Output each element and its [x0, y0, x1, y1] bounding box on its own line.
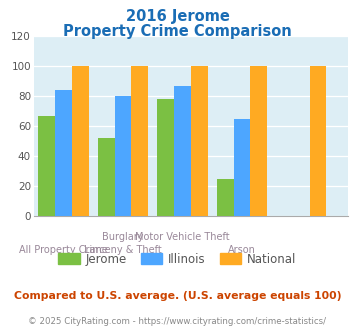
- Bar: [250, 66, 267, 216]
- Bar: [310, 66, 327, 216]
- Bar: [115, 96, 131, 216]
- Bar: [234, 119, 250, 216]
- Text: © 2025 CityRating.com - https://www.cityrating.com/crime-statistics/: © 2025 CityRating.com - https://www.city…: [28, 317, 327, 326]
- Text: 2016 Jerome: 2016 Jerome: [126, 9, 229, 24]
- Text: Motor Vehicle Theft: Motor Vehicle Theft: [135, 232, 230, 242]
- Bar: [72, 66, 88, 216]
- Bar: [174, 86, 191, 216]
- Text: Compared to U.S. average. (U.S. average equals 100): Compared to U.S. average. (U.S. average …: [14, 291, 341, 301]
- Text: All Property Crime: All Property Crime: [19, 245, 108, 255]
- Text: Larceny & Theft: Larceny & Theft: [84, 245, 162, 255]
- Bar: [131, 66, 148, 216]
- Bar: [98, 138, 115, 216]
- Bar: [191, 66, 208, 216]
- Bar: [38, 116, 55, 216]
- Text: Property Crime Comparison: Property Crime Comparison: [63, 24, 292, 39]
- Bar: [55, 90, 72, 216]
- Bar: [217, 179, 234, 216]
- Legend: Jerome, Illinois, National: Jerome, Illinois, National: [54, 248, 301, 270]
- Text: Arson: Arson: [228, 245, 256, 255]
- Text: Burglary: Burglary: [102, 232, 144, 242]
- Bar: [157, 99, 174, 216]
